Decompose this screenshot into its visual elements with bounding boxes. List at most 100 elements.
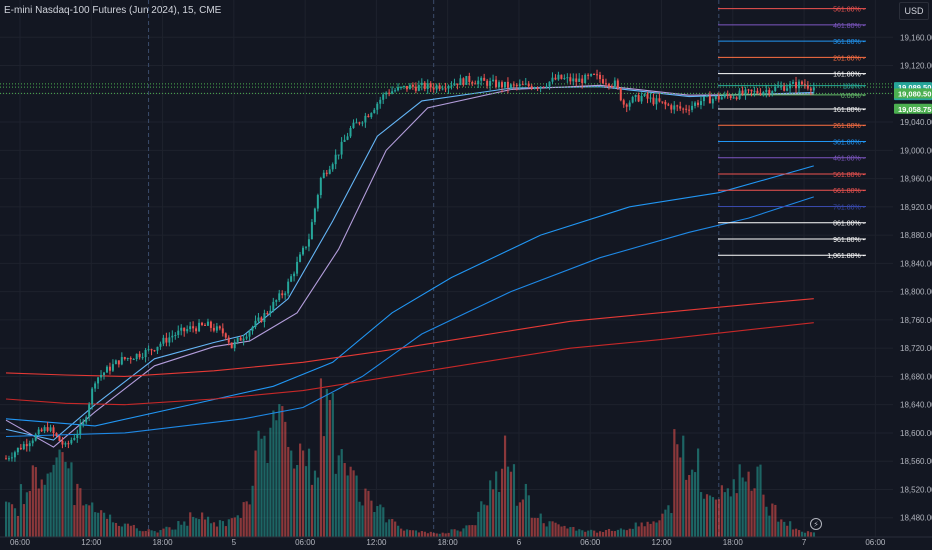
volume-bar (192, 516, 195, 537)
fibonacci-levels[interactable]: 561.80% - 461.80% - 361.80% - 261.80% - 161.… (718, 7, 866, 261)
candle-body (272, 301, 275, 311)
volume-bar (293, 468, 296, 537)
volume-bar (797, 530, 801, 537)
candle-body (480, 77, 483, 81)
candle-body (741, 90, 744, 95)
candle-body (263, 313, 266, 322)
currency-button[interactable]: USD (899, 2, 929, 20)
volume-bar (518, 502, 522, 537)
candle-body (206, 321, 209, 326)
candle-body (581, 78, 584, 84)
volume-bar (117, 525, 121, 537)
volume-bar (539, 513, 542, 537)
volume-bar (593, 530, 596, 537)
volume-bar (302, 450, 305, 537)
volume-bar (385, 522, 388, 537)
candle-body (459, 78, 462, 86)
candle-body (593, 73, 596, 75)
fib-level-label: 561.80% - (833, 172, 866, 179)
volume-bar (714, 499, 718, 537)
candle-body (447, 85, 450, 89)
volume-bar (70, 462, 73, 537)
volume-bar (120, 526, 124, 537)
candle-body (533, 87, 536, 89)
candle-body (521, 84, 524, 86)
candle-body (717, 96, 720, 100)
volume-bar (524, 483, 527, 537)
candle-body (462, 78, 465, 85)
time-tick-label: 12:00 (652, 538, 673, 547)
candle-body (744, 89, 747, 95)
candle-body (180, 327, 183, 331)
candle-body (94, 383, 97, 389)
candle-body (483, 77, 486, 81)
candle-body (43, 427, 46, 432)
candle-body (108, 366, 111, 371)
session-separators (148, 0, 720, 537)
time-tick-label: 06:00 (10, 538, 31, 547)
candle-body (797, 81, 800, 89)
candle-body (138, 353, 141, 358)
fib-level-label: 161.80% - (833, 72, 866, 79)
fib-level-label: 361.80% - (833, 139, 866, 146)
candle-body (806, 85, 809, 89)
candle-body (310, 222, 313, 240)
candle-body (218, 326, 221, 329)
volume-bar (462, 528, 465, 537)
candle-body (376, 103, 379, 110)
volume-bar (334, 473, 337, 537)
time-tick-label: 06:00 (580, 538, 601, 547)
volume-bar (803, 532, 807, 537)
volume-bar (480, 501, 483, 537)
candle-body (88, 404, 91, 418)
volume-bar (590, 529, 593, 537)
time-tick-label: 18:00 (438, 538, 459, 547)
volume-bar (379, 504, 382, 537)
candle-body (385, 92, 388, 95)
candle-body (364, 115, 367, 123)
volume-bar (459, 531, 462, 537)
volume-bar (376, 506, 379, 537)
volume-bar (34, 467, 37, 537)
volume-bar (43, 484, 46, 537)
candle-body (628, 102, 631, 107)
candle-body (688, 109, 691, 111)
volume-bar (483, 504, 486, 537)
price-tick-label: 19,040.00 (900, 118, 932, 127)
volume-bar (61, 452, 64, 537)
candle-body (753, 90, 756, 92)
time-axis[interactable]: 06:00 12:00 18:00 5 06:00 12:00 18:00 6 06:00 12:… (0, 536, 932, 550)
volume-bar (747, 471, 750, 537)
candle-body (64, 443, 67, 445)
fib-level-label: 761.80% - (833, 204, 866, 211)
candle-body (367, 115, 370, 118)
volume-bar (667, 505, 670, 537)
candle-body (100, 375, 103, 378)
volume-bar (420, 531, 423, 537)
flash-icon[interactable]: ⚡ (810, 518, 822, 530)
volume-bar (471, 525, 474, 537)
volume-bar (150, 530, 153, 537)
volume-bar (702, 498, 706, 537)
volume-bar (22, 504, 26, 537)
candle-body (123, 357, 126, 359)
candle-body (545, 86, 548, 88)
volume-bar (780, 519, 783, 537)
candle-body (302, 247, 304, 255)
candle-body (536, 87, 539, 89)
candle-body (542, 86, 545, 88)
candle-body (503, 81, 506, 88)
candle-body (269, 310, 272, 314)
candle-body (299, 254, 302, 262)
candle-body (233, 341, 236, 349)
volume-bar (468, 525, 471, 537)
price-tick-label: 19,120.00 (900, 62, 932, 71)
volume-bar (768, 515, 771, 537)
volume-bar (290, 450, 293, 537)
candle-body (221, 328, 224, 334)
volume-bar (423, 531, 426, 537)
volume-bar (551, 521, 554, 537)
volume-bar (281, 406, 284, 537)
volume-bar (331, 392, 334, 537)
